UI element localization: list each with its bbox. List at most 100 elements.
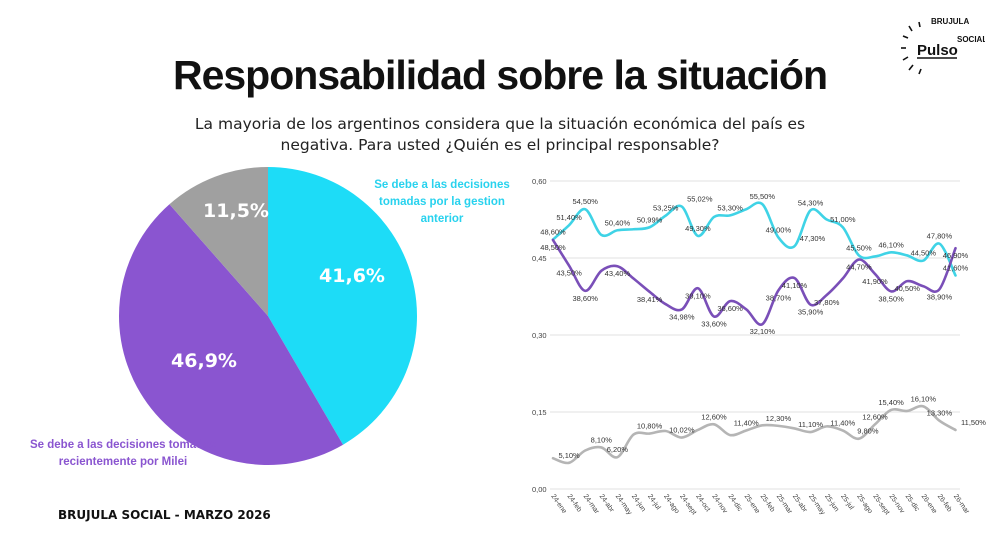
y-tick-label: 0,60	[532, 177, 547, 186]
data-point	[874, 255, 876, 258]
data-label: 38,41%	[637, 295, 663, 304]
data-label: 50,40%	[605, 218, 631, 227]
data-point	[568, 224, 570, 226]
data-point	[922, 285, 925, 288]
data-point	[858, 258, 860, 261]
data-point	[697, 429, 699, 431]
data-label: 16,10%	[911, 394, 937, 403]
data-label: 34,98%	[669, 312, 695, 321]
data-point	[890, 290, 892, 293]
data-point	[954, 247, 957, 250]
data-point	[729, 434, 731, 436]
data-label: 13,30%	[927, 409, 953, 418]
data-point	[842, 277, 844, 280]
data-point	[777, 289, 780, 292]
data-point	[761, 424, 764, 427]
data-label: 12,60%	[862, 412, 888, 421]
data-point	[874, 423, 876, 426]
data-point	[648, 226, 651, 229]
data-point	[745, 429, 747, 432]
data-label: 47,30%	[800, 234, 826, 243]
data-point	[584, 449, 586, 452]
data-label: 48,50%	[540, 243, 566, 252]
data-label: 11,50%	[961, 418, 986, 427]
data-point	[697, 235, 699, 237]
legend-milei: Se debe a las decisiones tomadas recient…	[30, 439, 216, 468]
data-point	[632, 433, 635, 436]
data-label: 53,25%	[653, 204, 679, 213]
data-label: 10,02%	[669, 426, 695, 435]
data-point	[842, 226, 844, 228]
data-point	[664, 214, 667, 217]
x-tick-label: 25-ene	[743, 493, 761, 515]
data-label: 44,50%	[911, 249, 937, 258]
data-point	[681, 436, 683, 439]
data-label: 43,50%	[556, 269, 582, 278]
data-label: 15,40%	[878, 398, 904, 407]
data-label: 11,40%	[830, 418, 855, 427]
x-tick-label: 25-jul	[839, 493, 855, 511]
data-point	[552, 457, 554, 460]
data-point	[777, 236, 780, 239]
data-label: 38,50%	[878, 294, 904, 303]
data-point	[632, 228, 635, 231]
data-label: 53,30%	[717, 203, 743, 212]
y-tick-label: 0,15	[532, 408, 547, 417]
data-label: 50,99%	[637, 215, 663, 224]
x-tick-label: 24-ene	[549, 493, 567, 515]
data-point	[584, 290, 586, 292]
data-point	[858, 437, 860, 440]
pie-slice	[118, 204, 344, 465]
data-label: 44,70%	[846, 263, 872, 272]
data-point	[842, 429, 844, 432]
data-point	[761, 203, 764, 205]
data-point	[809, 431, 812, 433]
data-point	[681, 205, 683, 208]
data-point	[600, 446, 603, 449]
data-point	[600, 270, 603, 272]
data-point	[793, 427, 796, 430]
pie-slice	[169, 167, 268, 316]
data-point	[793, 277, 796, 279]
data-label: 12,30%	[766, 414, 792, 423]
data-label: 11,10%	[798, 420, 823, 429]
y-tick-label: 0,45	[532, 254, 547, 263]
data-label: 51,40%	[556, 213, 582, 222]
data-point	[713, 216, 715, 218]
data-label: 10,80%	[637, 422, 663, 431]
data-point	[793, 245, 796, 247]
data-point	[616, 229, 619, 232]
data-label: 41,90%	[862, 277, 888, 286]
pie-slice-label: 11,5%	[203, 200, 269, 222]
data-label: 37,80%	[814, 298, 840, 307]
data-point	[954, 429, 957, 431]
data-point	[552, 239, 554, 241]
data-label: 43,40%	[605, 269, 631, 278]
data-point	[584, 208, 586, 211]
data-point	[777, 425, 780, 427]
x-tick-label: 26-mar	[952, 493, 971, 516]
data-point	[938, 419, 941, 422]
data-point	[616, 456, 619, 458]
data-label: 41,60%	[943, 263, 969, 272]
series-line	[551, 201, 957, 277]
data-point	[600, 234, 603, 236]
pie-slice-label: 46,9%	[171, 350, 237, 372]
pie-slice-label: 41,6%	[319, 265, 385, 287]
data-point	[938, 242, 941, 245]
series-line	[551, 238, 957, 326]
data-label: 36,60%	[717, 304, 743, 313]
data-point	[874, 273, 876, 275]
x-tick-label: 25-ago	[855, 493, 873, 515]
data-label: 40,50%	[894, 284, 920, 293]
y-tick-label: 0,00	[532, 485, 547, 494]
data-label: 49,30%	[685, 224, 711, 233]
x-tick-label: 24-ago	[662, 493, 680, 515]
data-point	[938, 288, 941, 291]
data-label: 46,90%	[943, 251, 969, 260]
data-point	[906, 410, 908, 412]
series-line	[551, 404, 957, 465]
data-point	[713, 315, 715, 318]
data-label: 48,60%	[540, 228, 566, 237]
